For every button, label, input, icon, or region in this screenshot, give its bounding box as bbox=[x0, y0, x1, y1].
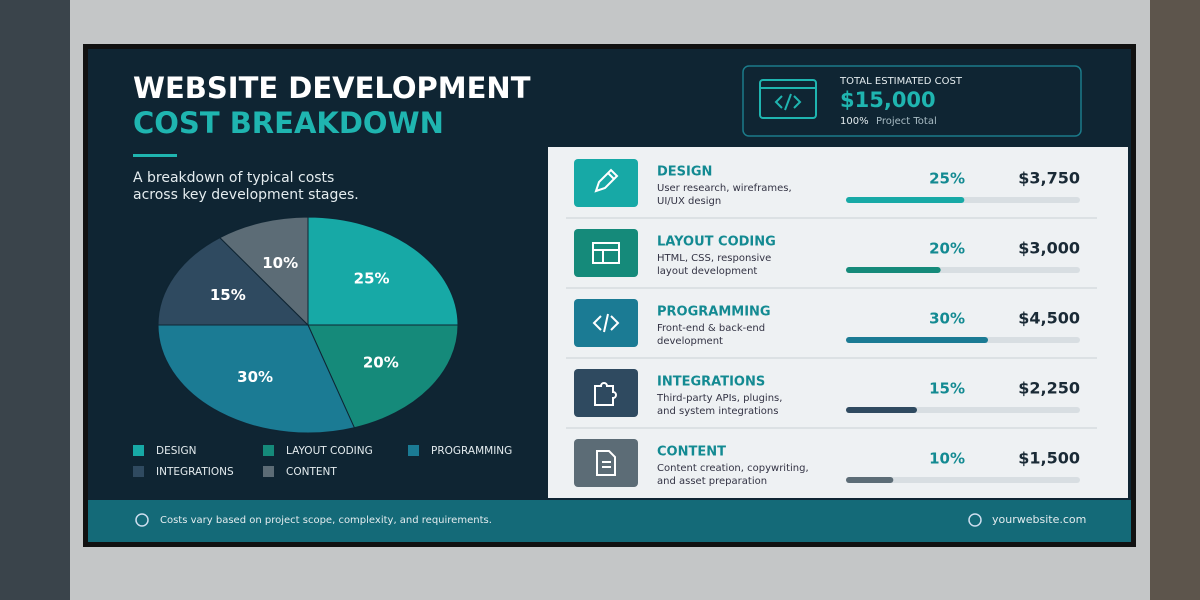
bulb-icon bbox=[135, 513, 149, 527]
row-description: UI/UX design bbox=[657, 196, 721, 207]
row-icon-box bbox=[574, 369, 638, 417]
total-amount: $15,000 bbox=[840, 88, 936, 112]
cost-panel bbox=[548, 147, 1128, 498]
title-rule bbox=[133, 154, 177, 157]
row-description: Front-end & back-end bbox=[657, 323, 765, 334]
row-amount: $1,500 bbox=[1018, 449, 1080, 468]
row-icon bbox=[592, 242, 620, 264]
total-percent: 100% bbox=[840, 116, 869, 127]
footer-site: yourwebsite.com bbox=[992, 513, 1086, 526]
code-icon-glyph bbox=[774, 93, 802, 111]
subtitle: A breakdown of typical costs bbox=[133, 170, 334, 186]
row-icon bbox=[592, 313, 620, 333]
subtitle: across key development stages. bbox=[133, 187, 359, 203]
progress-bar bbox=[846, 407, 917, 413]
slice-label: 30% bbox=[237, 368, 273, 386]
row-description: development bbox=[657, 336, 723, 347]
office-left bbox=[0, 0, 70, 600]
total-label: TOTAL ESTIMATED COST bbox=[839, 76, 963, 87]
row-percent: 10% bbox=[929, 450, 965, 468]
row-amount: $2,250 bbox=[1018, 379, 1080, 398]
row-amount: $3,000 bbox=[1018, 239, 1080, 258]
row-amount: $3,750 bbox=[1018, 169, 1080, 188]
total-box bbox=[742, 65, 1082, 137]
legend-label: INTEGRATIONS bbox=[156, 466, 234, 478]
pie-slice bbox=[218, 216, 309, 327]
title-line: WEBSITE DEVELOPMENT bbox=[133, 71, 531, 105]
row-title: LAYOUT CODING bbox=[657, 235, 776, 250]
row-description: Content creation, copywriting, bbox=[657, 463, 809, 474]
pie-slice bbox=[157, 324, 356, 434]
pie-slice bbox=[157, 237, 310, 326]
office-right bbox=[1150, 0, 1200, 600]
progress-bar bbox=[846, 197, 965, 203]
legend-label: PROGRAMMING bbox=[431, 445, 512, 457]
row-percent: 20% bbox=[929, 240, 965, 258]
slice-label: 15% bbox=[210, 286, 246, 304]
slice-label: 20% bbox=[363, 354, 399, 372]
row-title: PROGRAMMING bbox=[657, 305, 771, 320]
globe-icon bbox=[968, 513, 982, 527]
row-percent: 30% bbox=[929, 310, 965, 328]
slice-label: 10% bbox=[262, 254, 298, 272]
footer-band bbox=[88, 500, 1131, 542]
slice-label: 25% bbox=[354, 270, 390, 288]
row-icon-box bbox=[574, 159, 638, 207]
progress-bar bbox=[846, 337, 988, 343]
row-description: Third-party APIs, plugins, bbox=[656, 393, 782, 404]
progress-bar bbox=[846, 477, 894, 483]
row-icon bbox=[594, 382, 617, 406]
legend-swatch bbox=[263, 466, 274, 477]
progress-track bbox=[846, 477, 1080, 483]
footer-note: Costs vary based on project scope, compl… bbox=[160, 515, 492, 526]
row-percent: 15% bbox=[929, 380, 965, 398]
legend-swatch bbox=[408, 445, 419, 456]
row-amount: $4,500 bbox=[1018, 309, 1080, 328]
row-title: INTEGRATIONS bbox=[657, 375, 765, 390]
row-description: and system integrations bbox=[657, 406, 778, 417]
row-description: and asset preparation bbox=[657, 476, 767, 487]
code-icon bbox=[759, 79, 817, 119]
pie-slice bbox=[307, 216, 459, 326]
legend-label: CONTENT bbox=[286, 466, 337, 478]
row-description: layout development bbox=[657, 266, 757, 277]
row-icon bbox=[594, 168, 619, 193]
total-note: Project Total bbox=[876, 116, 937, 127]
row-description: HTML, CSS, responsive bbox=[657, 253, 771, 264]
title-line: COST BREAKDOWN bbox=[133, 106, 444, 140]
row-title: DESIGN bbox=[657, 165, 712, 180]
row-title: CONTENT bbox=[657, 445, 726, 460]
progress-bar bbox=[846, 267, 941, 273]
legend-swatch bbox=[133, 466, 144, 477]
row-icon-box bbox=[574, 229, 638, 277]
row-description: User research, wireframes, bbox=[657, 183, 792, 194]
legend-swatch bbox=[133, 445, 144, 456]
legend-swatch bbox=[263, 445, 274, 456]
pie-slice bbox=[307, 324, 459, 429]
legend-label: LAYOUT CODING bbox=[286, 445, 373, 457]
row-icon bbox=[596, 450, 616, 476]
row-percent: 25% bbox=[929, 170, 965, 188]
legend-label: DESIGN bbox=[156, 445, 196, 457]
